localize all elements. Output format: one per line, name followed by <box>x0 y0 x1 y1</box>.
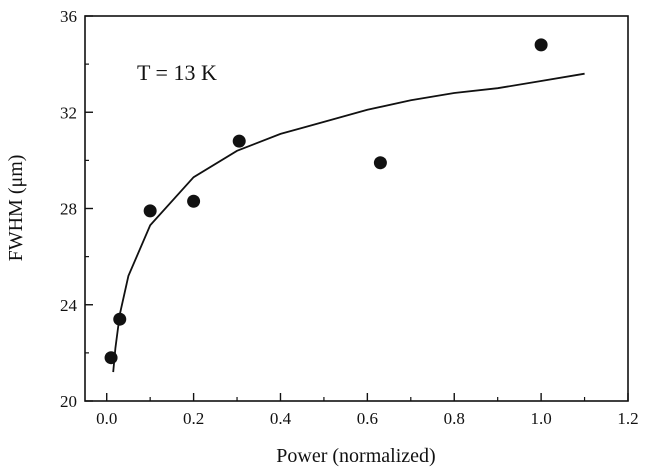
x-tick-label: 1.0 <box>530 409 551 428</box>
fit-curve <box>112 72 585 373</box>
y-tick-label: 20 <box>60 392 77 411</box>
y-axis-title: FWHM (μm) <box>5 155 27 262</box>
y-tick-label: 28 <box>60 200 77 219</box>
x-axis-ticks: 0.0 0.2 0.4 0.6 0.8 1.0 1.2 <box>96 393 639 428</box>
data-points <box>104 38 548 365</box>
x-tick-label: 0.8 <box>444 409 465 428</box>
temperature-annotation: T = 13 K <box>137 60 217 85</box>
y-axis-ticks: 20 24 28 32 36 <box>60 7 93 411</box>
x-tick-label: 1.2 <box>617 409 638 428</box>
x-tick-label: 0.4 <box>270 409 292 428</box>
x-tick-label: 0.0 <box>96 409 117 428</box>
y-tick-label: 24 <box>60 296 78 315</box>
y-tick-label: 32 <box>60 103 77 122</box>
data-point <box>373 156 387 170</box>
x-axis-title: Power (normalized) <box>276 445 435 467</box>
data-point <box>232 134 246 148</box>
x-tick-label: 0.2 <box>183 409 204 428</box>
data-point <box>104 351 118 365</box>
data-point <box>534 38 548 52</box>
data-point <box>143 204 157 218</box>
y-tick-label: 36 <box>60 7 77 26</box>
data-point <box>113 312 127 326</box>
data-point <box>187 194 201 208</box>
x-tick-label: 0.6 <box>357 409 378 428</box>
